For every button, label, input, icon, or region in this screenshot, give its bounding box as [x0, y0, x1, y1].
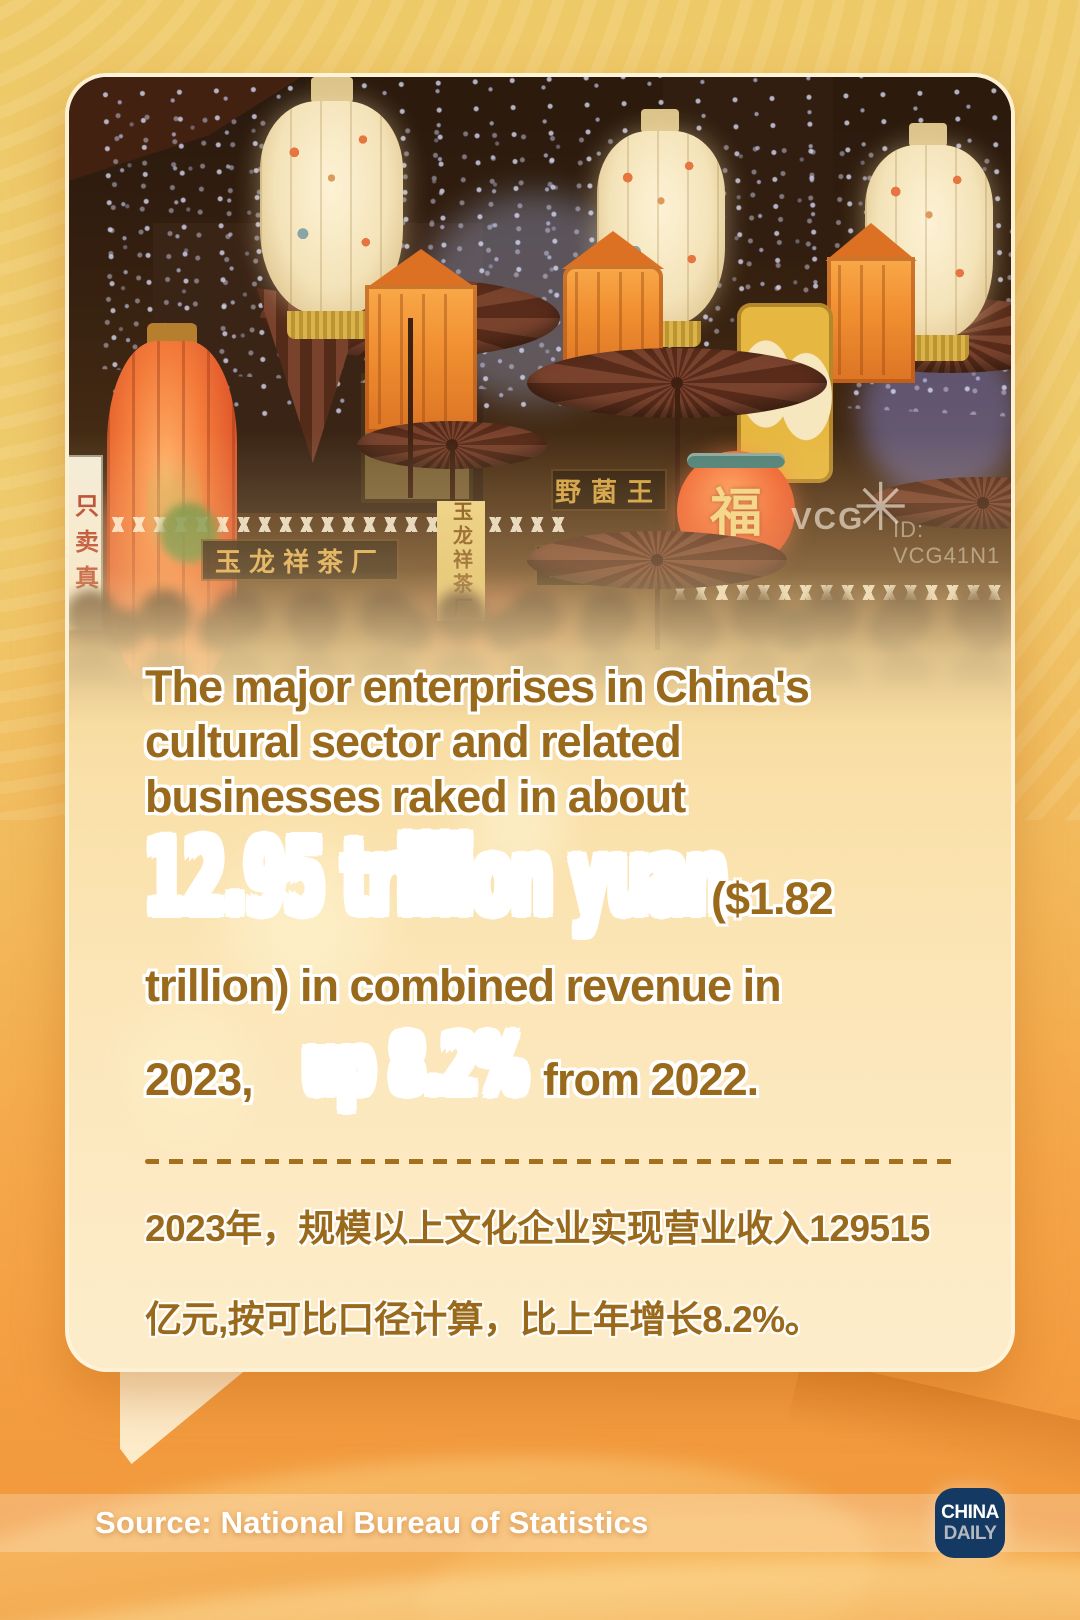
china-daily-logo-line2: DAILY [943, 1523, 997, 1544]
cream-lantern-neck [641, 109, 679, 133]
photo-fade-overlay [69, 431, 1011, 741]
china-daily-logo: CHINA DAILY [935, 1488, 1005, 1558]
bokeh-highlight [469, 777, 564, 872]
growth-figure: up 8.2% [303, 1018, 527, 1113]
headline-line-revenue: 12.95 trillion yuan ($1.82 [145, 816, 941, 944]
orange-lantern [365, 285, 477, 433]
source-attribution: Source: National Bureau of Statistics [95, 1505, 649, 1540]
headline-line: businesses raked in about [145, 771, 686, 822]
headline-line-growth: 2023, up 8.2% from 2022. [145, 1018, 941, 1113]
cream-palace-lantern [260, 101, 403, 315]
cream-lantern-neck [909, 123, 947, 147]
lantern-festival-photo: 野菌王 玉龙祥茶厂 玉龙祥茶厂 城隍过桥米线 只卖真 福 VCG ✳ ID: V… [69, 77, 1011, 741]
orange-lantern [827, 257, 915, 383]
dashed-divider [145, 1159, 955, 1164]
chinese-text-line: 2023年，规模以上文化企业实现营业收入129515 [145, 1208, 930, 1249]
red-lantern-cap [147, 323, 197, 343]
source-band [0, 1494, 1080, 1552]
usd-figure-open: ($1.82 [711, 873, 834, 924]
bokeh-highlight [129, 1007, 249, 1127]
china-daily-logo-line1: CHINA [941, 1502, 999, 1523]
cream-lantern-neck [311, 77, 353, 103]
speech-bubble-card: 野菌王 玉龙祥茶厂 玉龙祥茶厂 城隍过桥米线 只卖真 福 VCG ✳ ID: V… [65, 73, 1015, 1372]
lantern-fringe [287, 311, 377, 339]
headline-line: trillion) in combined revenue in [145, 960, 782, 1011]
headline-block: The major enterprises in China's cultura… [145, 659, 955, 1346]
comparison-label: from 2022. [543, 1054, 759, 1105]
revenue-figure: 12.95 trillion yuan [145, 816, 728, 938]
chinese-text-line: 亿元,按可比口径计算，比上年增长8.2%。 [145, 1299, 822, 1340]
card-cast-shadow [786, 1356, 1080, 1506]
headline-line: The major enterprises in China's [145, 661, 810, 712]
year-label: 2023, [145, 1054, 254, 1105]
speech-bubble-tail [120, 1368, 248, 1464]
bokeh-highlight [229, 847, 379, 997]
umbrella-pole [408, 318, 413, 498]
headline-line: cultural sector and related [145, 716, 682, 767]
